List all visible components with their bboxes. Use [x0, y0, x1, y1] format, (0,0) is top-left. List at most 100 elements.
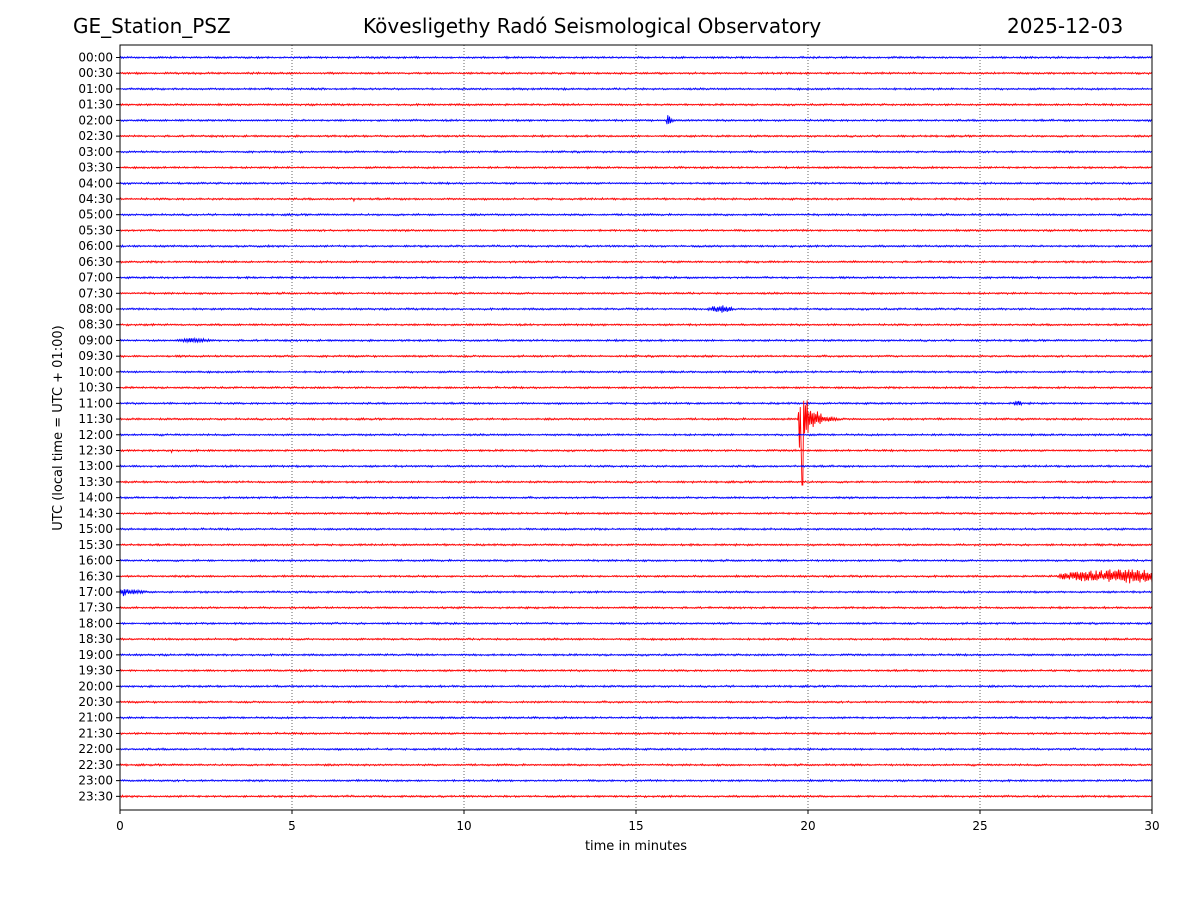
trace-0530	[120, 228, 1152, 233]
y-tick-label: 17:30	[78, 601, 113, 615]
y-tick-label: 20:30	[78, 695, 113, 709]
trace-1130	[120, 400, 1152, 486]
y-tick-label: 18:00	[78, 616, 113, 630]
x-axis: 0 5 10 15 20 25 30	[116, 810, 1160, 833]
trace-1830	[120, 637, 1152, 642]
y-tick-label: 05:30	[78, 223, 113, 237]
trace-0000	[120, 55, 1152, 60]
x-tick-label: 5	[288, 819, 296, 833]
y-tick-label: 13:30	[78, 475, 113, 489]
trace-2330	[120, 794, 1152, 799]
trace-0630	[120, 259, 1152, 264]
y-tick-label: 14:30	[78, 506, 113, 520]
y-tick-label: 07:30	[78, 286, 113, 300]
trace-0900	[120, 336, 1152, 344]
y-tick-label: 15:00	[78, 522, 113, 536]
y-tick-label: 22:00	[78, 742, 113, 756]
y-tick-label: 09:00	[78, 333, 113, 347]
x-axis-label: time in minutes	[585, 839, 687, 854]
trace-1530	[120, 542, 1152, 548]
y-tick-label: 02:00	[78, 113, 113, 127]
x-tick-label: 0	[116, 819, 124, 833]
y-tick-label: 02:30	[78, 129, 113, 143]
trace-1430	[120, 511, 1152, 516]
y-tick-label: 14:00	[78, 491, 113, 505]
trace-1600	[120, 558, 1152, 563]
y-tick-label: 21:00	[78, 711, 113, 725]
trace-0230	[120, 133, 1152, 139]
trace-1300	[120, 464, 1152, 469]
trace-1330	[120, 479, 1152, 484]
grid-lines	[291, 45, 981, 810]
trace-1900	[120, 652, 1152, 657]
x-tick-label: 15	[628, 819, 643, 833]
y-tick-label: 21:30	[78, 726, 113, 740]
y-tick-label: 06:30	[78, 255, 113, 269]
trace-2130	[120, 731, 1152, 736]
trace-0400	[120, 181, 1152, 186]
y-tick-label: 11:30	[78, 412, 113, 426]
trace-0700	[120, 275, 1152, 280]
y-tick-label: 08:30	[78, 318, 113, 332]
station-title: GE_Station_PSZ	[73, 14, 231, 38]
y-tick-label: 12:00	[78, 428, 113, 442]
y-tick-label: 11:00	[78, 396, 113, 410]
y-tick-label: 12:30	[78, 444, 113, 458]
trace-0100	[120, 86, 1152, 92]
observatory-title: Kövesligethy Radó Seismological Observat…	[363, 14, 822, 38]
y-tick-label: 15:30	[78, 538, 113, 552]
trace-1100	[120, 400, 1152, 407]
trace-2230	[120, 762, 1152, 767]
y-axis-label: UTC (local time = UTC + 01:00)	[51, 325, 66, 530]
trace-0330	[120, 165, 1152, 170]
y-tick-label: 18:30	[78, 632, 113, 646]
y-tick-label: 19:00	[78, 648, 113, 662]
y-tick-label: 10:00	[78, 365, 113, 379]
x-tick-label: 10	[456, 819, 471, 833]
y-tick-label: 06:00	[78, 239, 113, 253]
x-tick-label: 25	[972, 819, 987, 833]
y-tick-label: 04:30	[78, 192, 113, 206]
trace-0800	[120, 305, 1152, 313]
trace-0500	[120, 212, 1152, 217]
trace-0730	[120, 291, 1152, 296]
trace-0030	[120, 71, 1152, 76]
date-title: 2025-12-03	[1007, 14, 1124, 38]
y-tick-label: 22:30	[78, 758, 113, 772]
y-tick-label: 05:00	[78, 208, 113, 222]
x-tick-label: 30	[1144, 819, 1159, 833]
trace-2000	[120, 684, 1152, 689]
trace-0600	[120, 244, 1152, 249]
y-tick-label: 13:00	[78, 459, 113, 473]
y-tick-label: 03:00	[78, 145, 113, 159]
trace-1930	[120, 668, 1152, 673]
y-tick-label: 03:30	[78, 161, 113, 175]
trace-0930	[120, 354, 1152, 359]
trace-0430	[120, 196, 1152, 203]
trace-2300	[120, 778, 1152, 783]
y-tick-label: 00:00	[78, 51, 113, 65]
trace-1030	[120, 385, 1152, 390]
y-tick-label: 00:30	[78, 66, 113, 80]
y-tick-label: 23:00	[78, 774, 113, 788]
y-tick-label: 16:30	[78, 569, 113, 583]
trace-1700	[120, 588, 1152, 597]
y-tick-label: 08:00	[78, 302, 113, 316]
trace-0300	[120, 149, 1152, 154]
y-tick-label: 01:30	[78, 98, 113, 112]
trace-1000	[120, 369, 1152, 375]
y-tick-label: 23:30	[78, 789, 113, 803]
y-tick-label: 10:30	[78, 381, 113, 395]
x-tick-label: 20	[800, 819, 815, 833]
seismic-traces	[120, 55, 1152, 799]
y-tick-label: 17:00	[78, 585, 113, 599]
trace-1200	[120, 432, 1152, 437]
trace-2030	[120, 699, 1152, 705]
trace-1800	[120, 621, 1152, 626]
trace-2200	[120, 747, 1152, 752]
trace-0130	[120, 102, 1152, 107]
y-tick-label: 09:30	[78, 349, 113, 363]
trace-1400	[120, 495, 1152, 500]
